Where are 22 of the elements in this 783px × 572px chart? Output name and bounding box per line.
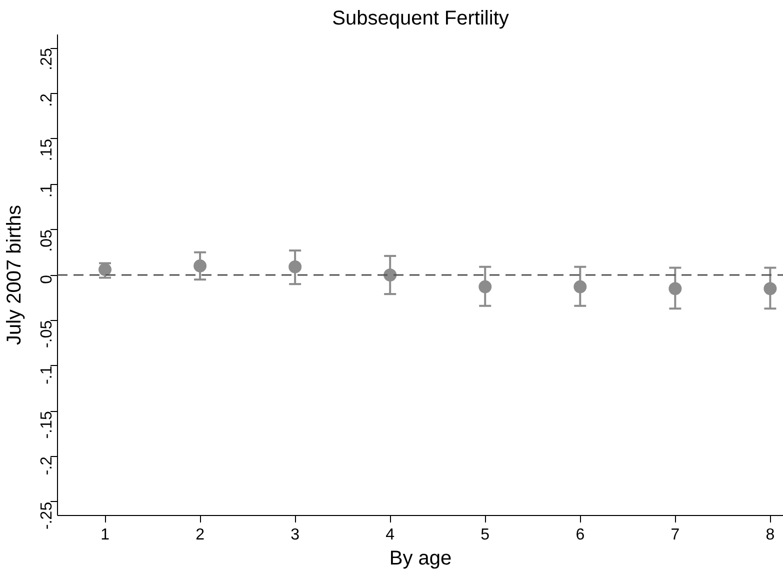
x-tick-label: 2 [196, 526, 205, 544]
y-tick-label: .1 [38, 184, 56, 198]
x-tick-label: 4 [386, 526, 395, 544]
y-tick-label: .15 [38, 138, 56, 162]
x-axis-title: By age [389, 548, 452, 570]
x-tick-label: 7 [670, 526, 680, 544]
y-tick-label: .2 [38, 93, 56, 107]
y-tick-label: -.2 [38, 456, 56, 476]
chart-title: Subsequent Fertility [332, 8, 509, 30]
x-tick-label: 5 [480, 526, 490, 544]
x-tick-label: 8 [766, 526, 775, 544]
x-tick-label: 1 [100, 526, 110, 544]
y-axis-title: July 2007 births [4, 204, 26, 346]
x-tick-label: 6 [576, 526, 585, 544]
y-tick-label: -.15 [38, 411, 56, 439]
y-tick-label: -.05 [38, 320, 56, 348]
y-tick-label: .25 [38, 48, 56, 70]
y-tick-label: 0 [38, 274, 56, 284]
x-tick-label: 3 [290, 526, 300, 544]
y-tick-label: .05 [38, 230, 56, 252]
y-tick-label: -.25 [38, 502, 56, 530]
y-tick-label: -.1 [38, 366, 56, 384]
